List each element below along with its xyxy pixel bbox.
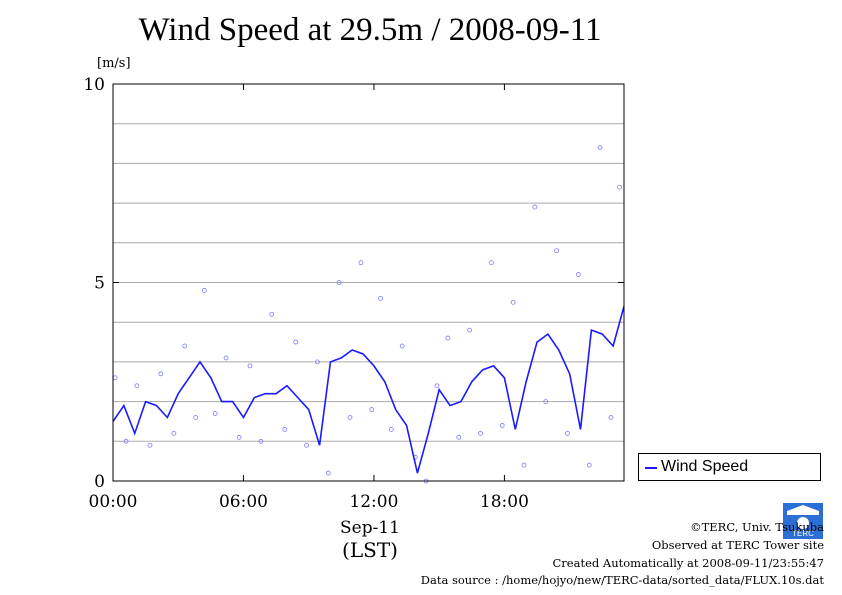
data-point xyxy=(617,184,623,190)
data-point xyxy=(269,311,275,317)
data-point xyxy=(608,415,614,420)
credit-copyright: ©TERC, Univ. Tsukuba xyxy=(690,520,824,534)
data-point xyxy=(314,359,320,365)
data-point xyxy=(258,438,264,444)
data-point xyxy=(488,260,494,266)
data-point xyxy=(358,260,364,266)
data-point xyxy=(521,462,527,468)
data-point xyxy=(575,272,581,277)
data-point xyxy=(499,423,505,428)
axis-ticks: 0 5 10 00:00 06:00 12:00 18:00 xyxy=(83,75,624,512)
data-point xyxy=(399,343,405,349)
data-point xyxy=(445,335,451,341)
data-point xyxy=(388,426,394,432)
data-point xyxy=(247,363,253,369)
data-point xyxy=(182,343,188,349)
credit-source: Data source : /home/hojyo/new/TERC-data/… xyxy=(420,573,824,587)
data-point xyxy=(369,407,375,412)
data-point xyxy=(532,204,538,210)
raw-points xyxy=(112,145,623,484)
data-point xyxy=(456,434,462,440)
data-point xyxy=(147,442,153,448)
data-point xyxy=(325,470,331,476)
credit-observed: Observed at TERC Tower site xyxy=(651,538,824,552)
data-point xyxy=(123,438,129,444)
legend-swatch xyxy=(645,467,657,469)
legend-label: Wind Speed xyxy=(661,458,749,475)
data-point xyxy=(282,426,288,432)
data-point xyxy=(336,280,342,285)
gridlines xyxy=(113,123,624,442)
x-axis-date-label: Sep-11 xyxy=(340,518,400,538)
terc-logo-icon: TERC xyxy=(783,503,823,539)
data-point xyxy=(478,430,483,436)
data-point xyxy=(134,383,140,389)
x-tick-label: 12:00 xyxy=(349,492,398,512)
series-line-wind-speed xyxy=(112,306,625,474)
data-point xyxy=(510,299,516,305)
data-point xyxy=(158,371,164,377)
data-point xyxy=(554,248,559,254)
data-point xyxy=(586,462,592,468)
x-tick-label: 06:00 xyxy=(219,492,268,512)
data-point xyxy=(236,434,242,440)
y-axis-unit-label: [m/s] xyxy=(97,56,131,71)
credit-created: Created Automatically at 2008-09-11/23:5… xyxy=(552,556,825,570)
y-tick-label: 5 xyxy=(94,274,105,294)
data-point xyxy=(434,383,440,389)
x-tick-label: 18:00 xyxy=(480,492,529,512)
data-point xyxy=(565,430,570,436)
data-point xyxy=(112,375,118,381)
data-point xyxy=(378,295,383,301)
data-point xyxy=(597,145,603,150)
x-tick-label: 00:00 xyxy=(89,492,138,512)
data-point xyxy=(212,411,218,416)
data-point xyxy=(293,339,299,345)
data-point xyxy=(543,399,549,405)
data-point xyxy=(304,442,309,448)
logo-text: TERC xyxy=(792,529,814,538)
legend: Wind Speed xyxy=(638,453,821,481)
chart-title: Wind Speed at 29.5m / 2008-09-11 xyxy=(138,12,602,48)
series-lines xyxy=(112,306,625,474)
data-point xyxy=(467,327,473,333)
y-tick-label: 0 xyxy=(94,472,105,492)
y-tick-label: 10 xyxy=(83,75,105,95)
data-point xyxy=(347,415,353,420)
data-point xyxy=(201,288,207,293)
data-point xyxy=(171,430,177,436)
data-point xyxy=(223,355,229,361)
x-axis-timezone-label: (LST) xyxy=(342,538,398,562)
data-point xyxy=(193,415,199,420)
